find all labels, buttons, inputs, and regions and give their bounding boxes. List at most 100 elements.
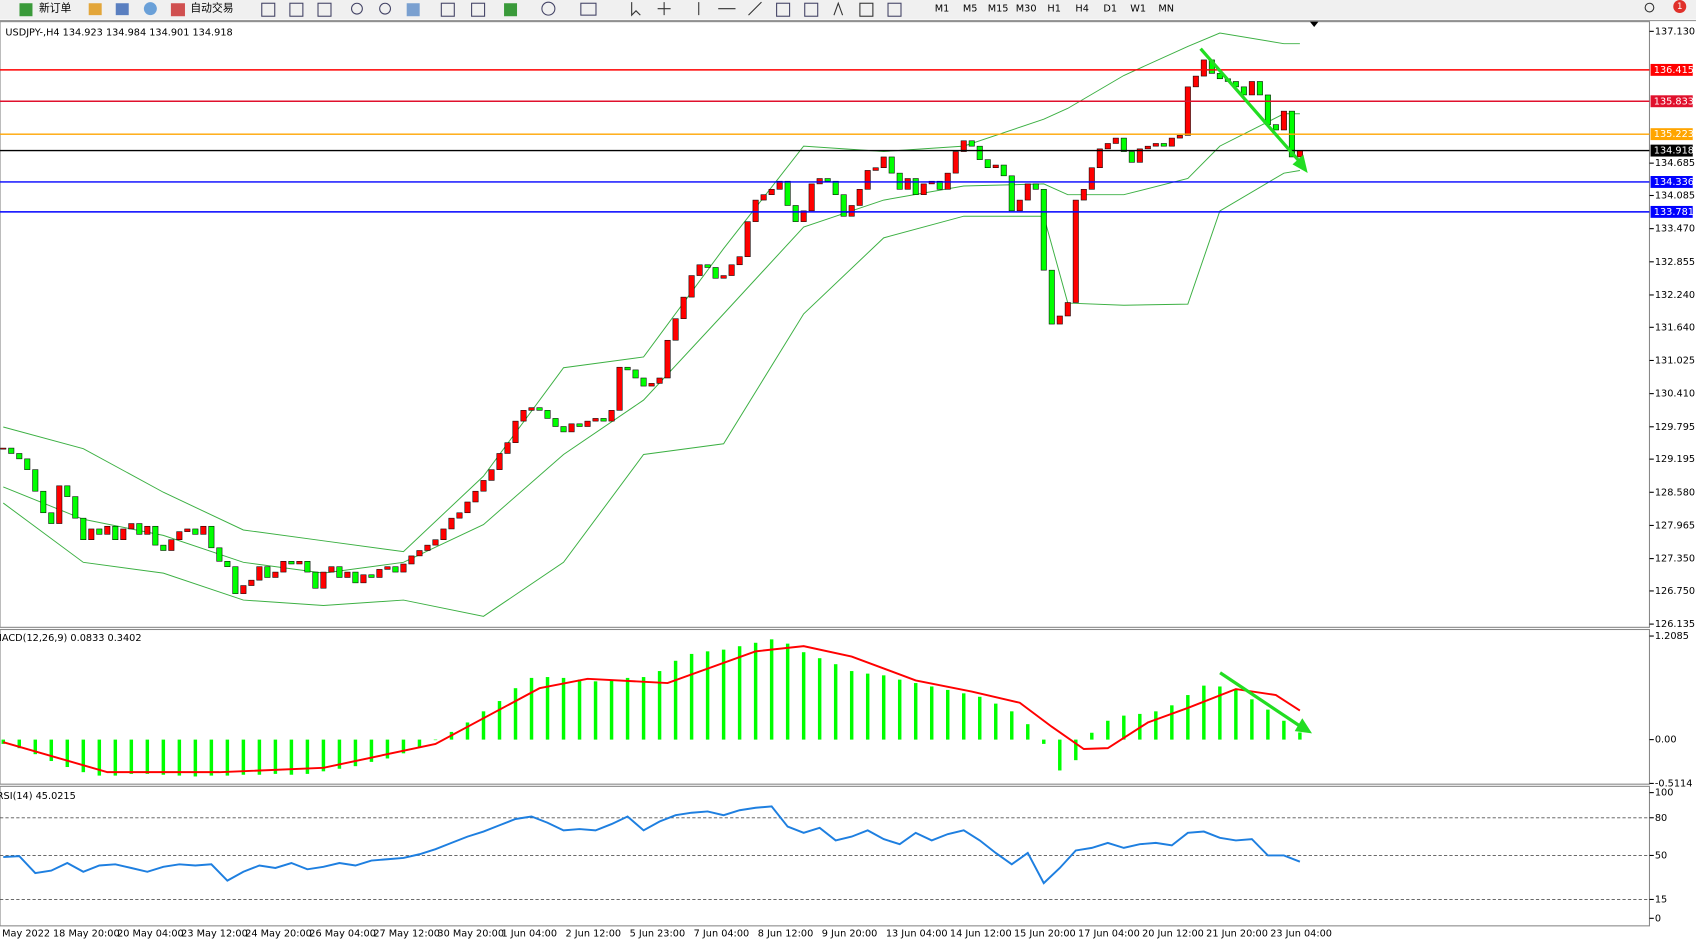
candle bbox=[800, 210, 807, 222]
toolbar-icon[interactable] bbox=[261, 2, 276, 17]
label-icon[interactable] bbox=[859, 2, 874, 17]
macd-bar bbox=[385, 739, 390, 759]
candle bbox=[936, 180, 943, 190]
timeframe-button[interactable]: H1 bbox=[1047, 4, 1060, 15]
toolbar-icon[interactable] bbox=[88, 3, 102, 16]
macd-bar bbox=[177, 739, 182, 776]
timeframe-button[interactable]: H4 bbox=[1075, 4, 1089, 15]
crosshair-icon[interactable] bbox=[657, 2, 671, 16]
candle bbox=[656, 377, 663, 384]
new-order-icon[interactable] bbox=[19, 3, 33, 17]
cursor-icon[interactable] bbox=[631, 2, 641, 17]
toolbar-icon[interactable] bbox=[471, 2, 486, 17]
y-tick-label: 134.085 bbox=[1655, 190, 1695, 201]
timeframe-button[interactable]: M1 bbox=[935, 4, 950, 15]
candle bbox=[944, 172, 951, 190]
y-tick-label: 137.130 bbox=[1655, 26, 1695, 37]
macd-bar bbox=[305, 739, 310, 774]
price-label: 135.223 bbox=[1654, 129, 1694, 140]
macd-bar bbox=[769, 639, 774, 740]
toolbar-icon[interactable] bbox=[580, 2, 597, 16]
candle bbox=[792, 205, 799, 222]
candle bbox=[752, 199, 759, 222]
candle bbox=[40, 490, 47, 514]
macd-bar bbox=[994, 703, 998, 740]
toolbar-icon[interactable] bbox=[406, 3, 420, 17]
macd-bar bbox=[1, 739, 5, 744]
timeframe-button[interactable]: D1 bbox=[1103, 4, 1117, 15]
candle bbox=[584, 420, 591, 427]
timeframe-button[interactable]: M5 bbox=[963, 4, 978, 15]
candle bbox=[760, 194, 767, 201]
macd-bar bbox=[1266, 709, 1270, 740]
toolbar-icon[interactable] bbox=[317, 2, 332, 17]
timeframe-button[interactable]: W1 bbox=[1130, 4, 1146, 15]
candle bbox=[712, 267, 719, 279]
candle bbox=[568, 423, 575, 433]
candle bbox=[344, 571, 351, 578]
candle bbox=[528, 407, 535, 411]
candle bbox=[880, 156, 887, 169]
macd-bar bbox=[369, 739, 374, 762]
x-tick-label: 1 Jun 04:00 bbox=[501, 928, 557, 939]
macd-bar bbox=[481, 711, 486, 740]
macd-bar bbox=[113, 739, 118, 776]
candle bbox=[232, 566, 239, 594]
toolbar-icon[interactable] bbox=[887, 2, 902, 17]
candle bbox=[688, 275, 695, 298]
candle bbox=[96, 528, 103, 535]
candle bbox=[456, 512, 463, 519]
macd-bar bbox=[545, 677, 550, 740]
candle bbox=[768, 189, 775, 195]
zoom-out-icon[interactable] bbox=[379, 2, 392, 15]
price-label: 133.781 bbox=[1654, 207, 1694, 218]
text-icon[interactable] bbox=[833, 1, 844, 16]
candle bbox=[1024, 183, 1031, 201]
macd-bar bbox=[1026, 724, 1030, 740]
macd-bar bbox=[657, 671, 662, 740]
macd-bar bbox=[1154, 711, 1158, 740]
alert-badge[interactable] bbox=[1673, 0, 1687, 13]
toolbar-icon[interactable] bbox=[504, 3, 518, 17]
macd-bar bbox=[65, 739, 70, 768]
zoom-in-icon[interactable] bbox=[351, 2, 363, 15]
macd-bar bbox=[49, 739, 54, 762]
candle bbox=[416, 550, 423, 557]
candle bbox=[336, 566, 343, 578]
candle bbox=[784, 180, 791, 206]
toolbar-icon[interactable] bbox=[804, 2, 819, 17]
timeframe-button[interactable]: M15 bbox=[988, 4, 1009, 15]
y-tick-label: 126.750 bbox=[1655, 586, 1695, 597]
candle bbox=[552, 418, 559, 427]
timeframe-button[interactable]: M30 bbox=[1016, 4, 1037, 15]
candle bbox=[56, 485, 63, 524]
search-icon[interactable] bbox=[1644, 2, 1655, 13]
macd-bar bbox=[193, 739, 198, 777]
candle bbox=[728, 264, 735, 276]
toolbar-icon[interactable] bbox=[440, 2, 455, 17]
timeframe-button[interactable]: MN bbox=[1158, 4, 1174, 15]
macd-bar bbox=[337, 739, 342, 769]
candle bbox=[152, 525, 159, 546]
candle bbox=[128, 523, 135, 530]
auto-trading-button[interactable]: 自动交易 bbox=[190, 1, 233, 15]
candle bbox=[400, 563, 407, 573]
line-tools[interactable] bbox=[698, 1, 762, 16]
candle bbox=[968, 140, 975, 147]
y-tick-label: 15 bbox=[1655, 894, 1667, 905]
toolbar-icon[interactable] bbox=[289, 2, 304, 17]
macd-bar bbox=[97, 739, 102, 776]
timeframe-bar: M1 M5 M15 M30 H1 H4 D1 W1 MN bbox=[935, 4, 1174, 15]
auto-trading-icon[interactable] bbox=[170, 3, 185, 17]
new-order-button[interactable]: 新订单 bbox=[39, 1, 72, 15]
price-label-box bbox=[1650, 63, 1693, 76]
toolbar-icon[interactable] bbox=[143, 2, 157, 16]
macd-bar bbox=[129, 739, 134, 774]
macd-bar bbox=[1090, 732, 1094, 740]
candle bbox=[816, 178, 823, 185]
toolbar-icon[interactable] bbox=[115, 3, 129, 16]
toolbar-icon[interactable] bbox=[776, 2, 791, 17]
candle bbox=[856, 189, 863, 206]
toolbar-icon[interactable] bbox=[541, 1, 556, 16]
candle bbox=[72, 496, 79, 519]
